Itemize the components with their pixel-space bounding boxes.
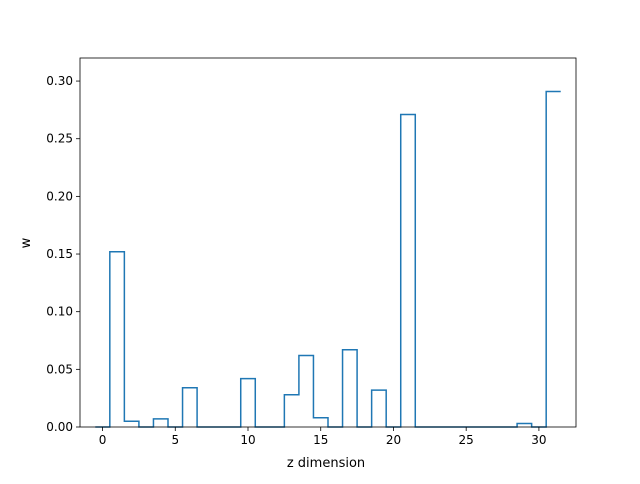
step-bin-19 [372, 390, 387, 427]
x-tick-label: 15 [313, 433, 328, 447]
plot-frame [79, 57, 577, 428]
step-bin-13 [284, 395, 299, 427]
step-bin-14 [299, 356, 314, 427]
step-bin-31 [546, 91, 561, 427]
y-tick-label: 0.30 [46, 74, 73, 88]
step-bin-21 [401, 115, 416, 427]
y-tick-label: 0.10 [46, 305, 73, 319]
y-tick-label: 0.05 [46, 362, 73, 376]
step-bin-15 [313, 418, 328, 427]
x-tick-label: 30 [531, 433, 546, 447]
x-tick-label: 0 [99, 433, 107, 447]
x-tick-label: 20 [386, 433, 401, 447]
x-tick-label: 10 [240, 433, 255, 447]
y-tick-label: 0.20 [46, 189, 73, 203]
step-bin-10 [241, 379, 256, 427]
step-bin-2 [124, 421, 139, 427]
step-bin-6 [183, 388, 198, 427]
y-tick-label: 0.25 [46, 132, 73, 146]
step-bin-4 [153, 419, 168, 427]
chart-marks [95, 90, 561, 428]
x-axis-label: z dimension [287, 456, 365, 471]
y-tick-label: 0.00 [46, 420, 73, 434]
y-axis-label: w [19, 237, 34, 248]
chart-axes: 0 5 10 15 20 25 30 0.00 0.05 0.10 0.15 0.20 0.25 0.30 [46, 57, 577, 447]
step-bin-1 [110, 252, 125, 427]
y-tick-label: 0.15 [46, 247, 73, 261]
step-bin-17 [343, 350, 358, 427]
step-series-line [95, 90, 561, 428]
x-tick-label: 5 [171, 433, 179, 447]
x-tick-label: 25 [459, 433, 474, 447]
